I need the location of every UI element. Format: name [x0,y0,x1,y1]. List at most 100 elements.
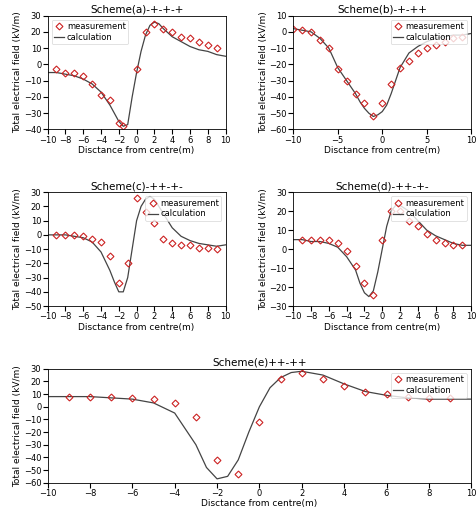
calculation [447,396,453,402]
calculation [45,393,50,400]
calculation [71,73,77,79]
measurement [257,419,262,425]
calculation [388,91,394,97]
calculation [308,29,314,35]
calculation [147,193,153,199]
measurement [326,237,332,243]
calculation [223,53,228,59]
X-axis label: Disctance from centre(m): Disctance from centre(m) [79,146,195,155]
calculation [257,404,262,410]
calculation [204,465,209,471]
measurement [299,370,305,376]
calculation [103,95,109,102]
Title: Scheme(a)-+-+-+: Scheme(a)-+-+-+ [90,5,183,15]
Title: Scheme(c)-++-+-: Scheme(c)-++-+- [90,181,183,192]
calculation [362,290,367,296]
measurement [451,35,456,42]
measurement [116,120,122,126]
measurement [143,209,149,215]
measurement [235,471,241,477]
calculation [98,89,104,95]
Legend: measurement, calculation: measurement, calculation [391,373,467,398]
calculation [80,235,86,241]
calculation [109,395,114,401]
measurement [426,395,432,401]
measurement [344,77,349,84]
calculation [151,196,157,202]
Y-axis label: Total electrical field (kV/m): Total electrical field (kV/m) [13,188,22,310]
calculation [71,233,77,239]
calculation [87,393,93,400]
measurement [362,100,367,106]
calculation [223,242,228,248]
measurement [150,396,156,402]
Line: calculation: calculation [293,29,471,116]
calculation [156,21,162,27]
calculation [214,243,219,250]
measurement [278,376,284,382]
measurement [459,242,465,249]
measurement [151,21,157,27]
Line: calculation: calculation [48,196,226,292]
measurement [193,414,199,420]
calculation [111,279,117,285]
calculation [125,121,130,128]
measurement [205,244,211,251]
Y-axis label: Total electrical field (kV/m): Total electrical field (kV/m) [13,365,22,487]
measurement [326,45,332,51]
calculation [134,70,139,76]
measurement [388,81,394,87]
calculation [357,280,363,286]
calculation [366,110,372,116]
calculation [143,196,149,202]
calculation [406,208,412,214]
measurement [169,240,175,247]
calculation [187,238,193,244]
calculation [290,237,296,243]
calculation [299,368,305,374]
measurement [370,292,376,298]
measurement [335,240,341,247]
calculation [375,269,381,275]
measurement [433,42,438,48]
calculation [362,105,367,112]
calculation [54,232,60,238]
Line: calculation: calculation [48,371,471,479]
calculation [299,27,305,33]
measurement [134,195,139,201]
measurement [406,217,412,224]
measurement [214,246,219,252]
calculation [317,35,323,42]
measurement [424,231,430,237]
measurement [317,37,323,43]
measurement [178,34,184,40]
measurement [344,248,349,254]
Line: measurement: measurement [54,196,219,286]
Title: Scheme(b)-+-++: Scheme(b)-+-++ [337,5,427,15]
calculation [267,385,273,391]
calculation [62,71,68,77]
calculation [169,225,175,231]
measurement [447,395,453,401]
calculation [138,48,144,54]
calculation [147,22,153,29]
calculation [89,81,95,87]
measurement [80,73,86,79]
measurement [379,237,385,243]
measurement [109,393,114,400]
calculation [433,233,438,239]
calculation [125,275,130,281]
calculation [366,293,372,299]
Y-axis label: Total electrical field (kV/m): Total electrical field (kV/m) [259,188,268,310]
calculation [107,102,113,108]
calculation [344,77,349,84]
calculation [45,70,50,76]
calculation [326,45,332,51]
measurement [71,232,77,238]
measurement [388,208,394,214]
calculation [172,410,178,416]
calculation [169,34,175,40]
measurement [160,25,166,32]
calculation [344,254,349,260]
calculation [120,289,126,295]
